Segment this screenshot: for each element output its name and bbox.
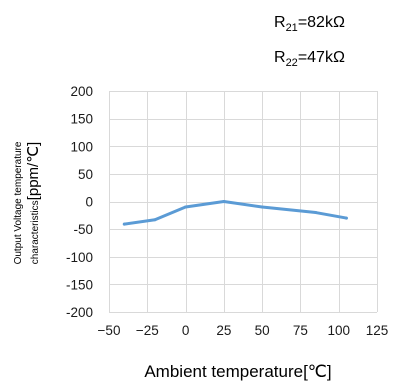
series-line: [122, 200, 348, 226]
annotation-r21-main: R: [274, 14, 286, 31]
y-tick-label: 200: [70, 84, 93, 99]
annotation-r22-main: R: [274, 49, 286, 66]
x-axis-title: Ambient temperature[℃]: [144, 362, 331, 381]
annotation-r21-sub: 21: [286, 22, 298, 34]
data-point: [184, 205, 188, 209]
y-axis-title-unit: [ppm/℃]: [25, 142, 42, 201]
y-axis-title: Output Voltage temperature characteristi…: [13, 141, 42, 264]
x-tick-label: 125: [366, 323, 389, 338]
data-point: [260, 205, 264, 209]
data-point: [344, 216, 348, 220]
x-tick-labels: −50 −25 0 25 50 75 100 125: [98, 323, 389, 338]
y-tick-label: -200: [66, 305, 93, 320]
y-axis-title-line2: characteristics[ppm/℃]: [25, 142, 42, 264]
series-layer: [122, 200, 348, 226]
y-tick-label: -150: [66, 277, 93, 292]
y-tick-label: 50: [78, 167, 93, 182]
annotation-r22-sub: 22: [286, 57, 298, 69]
x-tick-label: 25: [216, 323, 231, 338]
data-point: [122, 222, 126, 226]
x-tick-label: 0: [182, 323, 190, 338]
x-tick-label: 100: [327, 323, 350, 338]
annotation-r21-value: =82kΩ: [298, 14, 345, 31]
x-tick-label: 75: [293, 323, 308, 338]
x-tick-label: 50: [255, 323, 270, 338]
x-tick-label: −50: [98, 323, 121, 338]
y-tick-label: 150: [70, 112, 93, 127]
y-tick-label: 100: [70, 139, 93, 154]
y-axis-title-line1: Output Voltage temperature: [13, 141, 24, 264]
grid-lines: [109, 91, 378, 313]
y-tick-label: -100: [66, 250, 93, 265]
data-point: [222, 200, 226, 203]
resistor-annotation-r21: R21=82kΩ: [274, 14, 345, 34]
y-tick-labels: 200 150 100 50 0 -50 -100 -150 -200: [66, 84, 93, 320]
data-point: [153, 218, 157, 222]
data-point: [314, 211, 318, 215]
y-tick-label: -50: [73, 222, 93, 237]
x-tick-label: −25: [136, 323, 159, 338]
resistor-annotation-r22: R22=47kΩ: [274, 49, 345, 69]
annotation-r22-value: =47kΩ: [298, 49, 345, 66]
y-axis-title-line2-small: characteristics: [30, 200, 41, 264]
y-tick-label: 0: [85, 195, 93, 210]
